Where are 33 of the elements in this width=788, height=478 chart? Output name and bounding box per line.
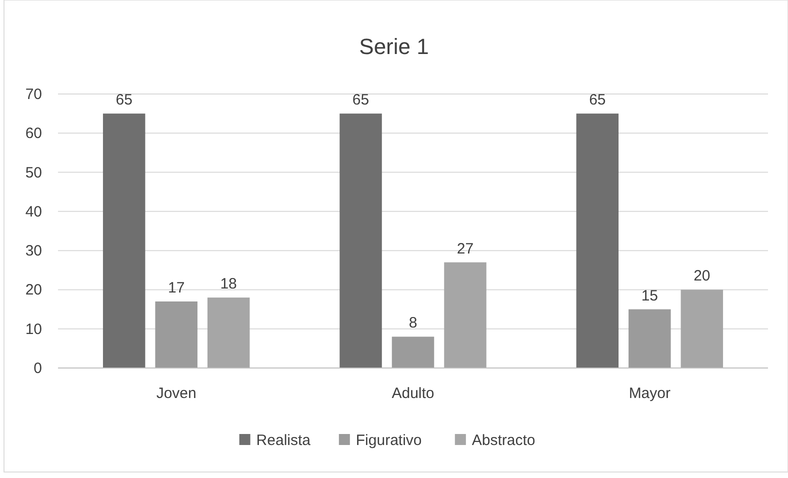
- bar: [207, 298, 250, 368]
- data-label: 18: [220, 276, 237, 293]
- data-label: 15: [641, 287, 658, 304]
- bar: [102, 114, 146, 368]
- data-label: 65: [352, 92, 370, 109]
- y-tick-label: 40: [25, 203, 42, 220]
- bar: [392, 336, 434, 368]
- y-tick-label: 50: [25, 164, 42, 182]
- x-tick-label: Joven: [156, 385, 196, 402]
- y-tick-label: 70: [25, 86, 42, 103]
- y-tick-label: 30: [25, 242, 42, 260]
- bar: [680, 290, 724, 368]
- y-tick-label: 20: [25, 282, 42, 299]
- legend-label: Figurativo: [356, 432, 422, 449]
- x-tick-label: Adulto: [392, 385, 434, 402]
- data-label: 20: [694, 268, 710, 285]
- bar: [155, 301, 198, 368]
- legend-label: Realista: [256, 432, 312, 449]
- bar: [628, 309, 671, 368]
- y-tick-label: 60: [25, 125, 42, 142]
- chart-title: Serie 1: [359, 34, 429, 59]
- data-label: 8: [408, 314, 418, 332]
- data-label: 65: [116, 92, 132, 109]
- x-tick-label: Mayor: [628, 385, 671, 402]
- data-label: 65: [589, 92, 606, 109]
- y-tick-label: 0: [34, 360, 42, 377]
- data-label: 27: [456, 240, 474, 258]
- bar: [576, 114, 619, 368]
- bar: [444, 262, 486, 368]
- y-tick-label: 10: [25, 320, 42, 338]
- legend-label: Abstracto: [472, 432, 536, 449]
- data-label: 17: [168, 279, 185, 296]
- bar: [340, 114, 382, 368]
